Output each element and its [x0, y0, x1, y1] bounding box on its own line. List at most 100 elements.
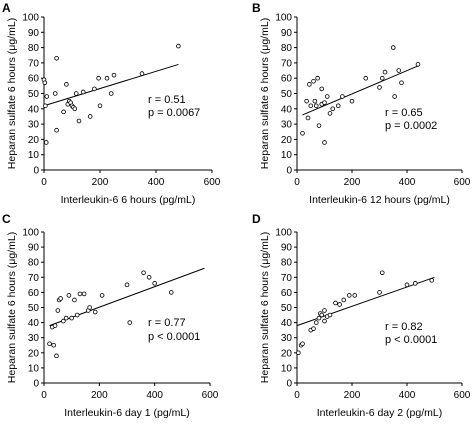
y-tick-label: 50 — [28, 89, 40, 100]
data-point — [322, 318, 327, 324]
data-point — [42, 80, 48, 86]
data-point — [390, 45, 396, 50]
x-tick-label: 200 — [344, 390, 361, 401]
data-point — [377, 85, 382, 90]
y-tick-label: 60 — [281, 74, 293, 85]
data-point — [363, 75, 369, 81]
regression-line — [43, 63, 179, 107]
p-value-label: p = 0.0067 — [148, 107, 200, 119]
data-point — [327, 312, 333, 318]
y-tick-label: 60 — [281, 288, 293, 299]
data-point — [168, 290, 174, 295]
panel-letter: B — [252, 1, 261, 15]
data-point — [296, 350, 301, 356]
data-point — [307, 82, 312, 87]
y-tick-label: 30 — [28, 333, 40, 344]
data-point — [316, 315, 322, 321]
y-tick-label: 100 — [275, 228, 292, 239]
data-point — [61, 318, 66, 324]
x-tick-label: 200 — [92, 177, 109, 188]
data-point — [305, 115, 311, 121]
data-point — [399, 80, 404, 86]
x-tick-label: 600 — [202, 390, 219, 401]
data-point — [319, 86, 325, 92]
panel-c: C 0 10 20 30 40 50 60 70 80 90 100 0 200 400 600 Interle… — [2, 212, 219, 419]
data-point — [141, 270, 146, 276]
y-tick-label: 100 — [22, 228, 39, 239]
data-point — [412, 281, 418, 286]
y-tick-label: 10 — [281, 363, 293, 374]
data-point — [69, 315, 74, 321]
y-tick-label: 0 — [33, 166, 39, 177]
y-tick-label: 30 — [281, 120, 293, 131]
data-point — [54, 127, 59, 133]
data-point — [152, 281, 157, 286]
data-point — [87, 305, 92, 310]
y-tick-label: 20 — [28, 135, 40, 146]
data-point — [51, 342, 56, 348]
data-point — [66, 293, 72, 298]
y-tick-label: 20 — [281, 348, 293, 359]
y-tick-label: 80 — [281, 43, 293, 54]
data-point — [324, 94, 330, 99]
data-point — [61, 109, 66, 115]
data-point — [337, 302, 342, 307]
data-point — [47, 341, 52, 347]
x-tick-label: 0 — [41, 390, 47, 401]
y-tick-label: 40 — [28, 104, 40, 115]
correlation-label: r = 0.82 — [385, 321, 423, 333]
y-tick-label: 20 — [281, 135, 293, 146]
panel-d: D 0 10 20 30 40 50 60 70 80 90 100 0 200 400 600 Interle… — [252, 212, 471, 419]
data-point — [322, 100, 327, 105]
y-tick-label: 90 — [28, 243, 40, 254]
x-tick-label: 600 — [454, 177, 471, 188]
correlation-label: r = 0.77 — [148, 317, 186, 329]
y-tick-label: 60 — [28, 288, 40, 299]
y-tick-label: 0 — [286, 379, 292, 390]
data-point — [81, 291, 87, 297]
y-tick-label: 30 — [28, 120, 40, 131]
correlation-label: r = 0.51 — [148, 94, 186, 106]
y-tick-label: 20 — [28, 348, 40, 359]
y-tick-label: 70 — [281, 58, 293, 69]
y-axis-label: Heparan sulfate 6 hours (μg/mL) — [259, 232, 271, 383]
y-tick-label: 80 — [28, 258, 40, 269]
data-point — [313, 320, 319, 325]
y-axis-label: Heparan sulfate 6 hours (μg/mL) — [6, 18, 18, 169]
data-point — [322, 140, 327, 145]
regression-line — [302, 65, 419, 116]
x-tick-label: 200 — [91, 390, 108, 401]
x-tick-label: 400 — [146, 390, 163, 401]
data-point — [44, 94, 50, 99]
data-point — [74, 312, 80, 318]
data-point — [349, 98, 355, 104]
x-tick-label: 400 — [148, 177, 165, 188]
data-point — [92, 309, 98, 315]
y-tick-label: 90 — [281, 28, 293, 39]
data-point — [319, 312, 325, 318]
y-tick-label: 90 — [281, 243, 293, 254]
panel-a: A 0 10 20 30 40 50 60 70 80 90 100 0 200 400 600 Interle… — [2, 1, 221, 206]
data-point — [52, 323, 58, 328]
data-point — [315, 75, 320, 81]
y-axis-label: Heparan sulfate 6 hours (μg/mL) — [6, 232, 18, 383]
x-axis-label: Interleukin-6 day 1 (pg/mL) — [64, 407, 189, 419]
x-tick-label: 600 — [454, 390, 471, 401]
y-tick-label: 10 — [281, 150, 293, 161]
y-tick-label: 60 — [28, 74, 40, 85]
data-point — [340, 94, 345, 99]
x-axis-label: Interleukin-6 12 hours (pg/mL) — [309, 194, 450, 206]
x-tick-label: 600 — [204, 177, 221, 188]
x-tick-label: 200 — [344, 177, 361, 188]
data-point — [313, 103, 319, 109]
data-point — [52, 91, 58, 96]
data-point — [316, 123, 322, 128]
data-point — [392, 94, 397, 99]
data-point — [58, 296, 63, 301]
data-point — [73, 91, 79, 96]
data-point — [92, 86, 97, 92]
y-tick-label: 0 — [33, 379, 39, 390]
y-tick-label: 40 — [28, 318, 40, 329]
panel-letter: D — [252, 212, 261, 226]
data-point — [335, 103, 341, 109]
